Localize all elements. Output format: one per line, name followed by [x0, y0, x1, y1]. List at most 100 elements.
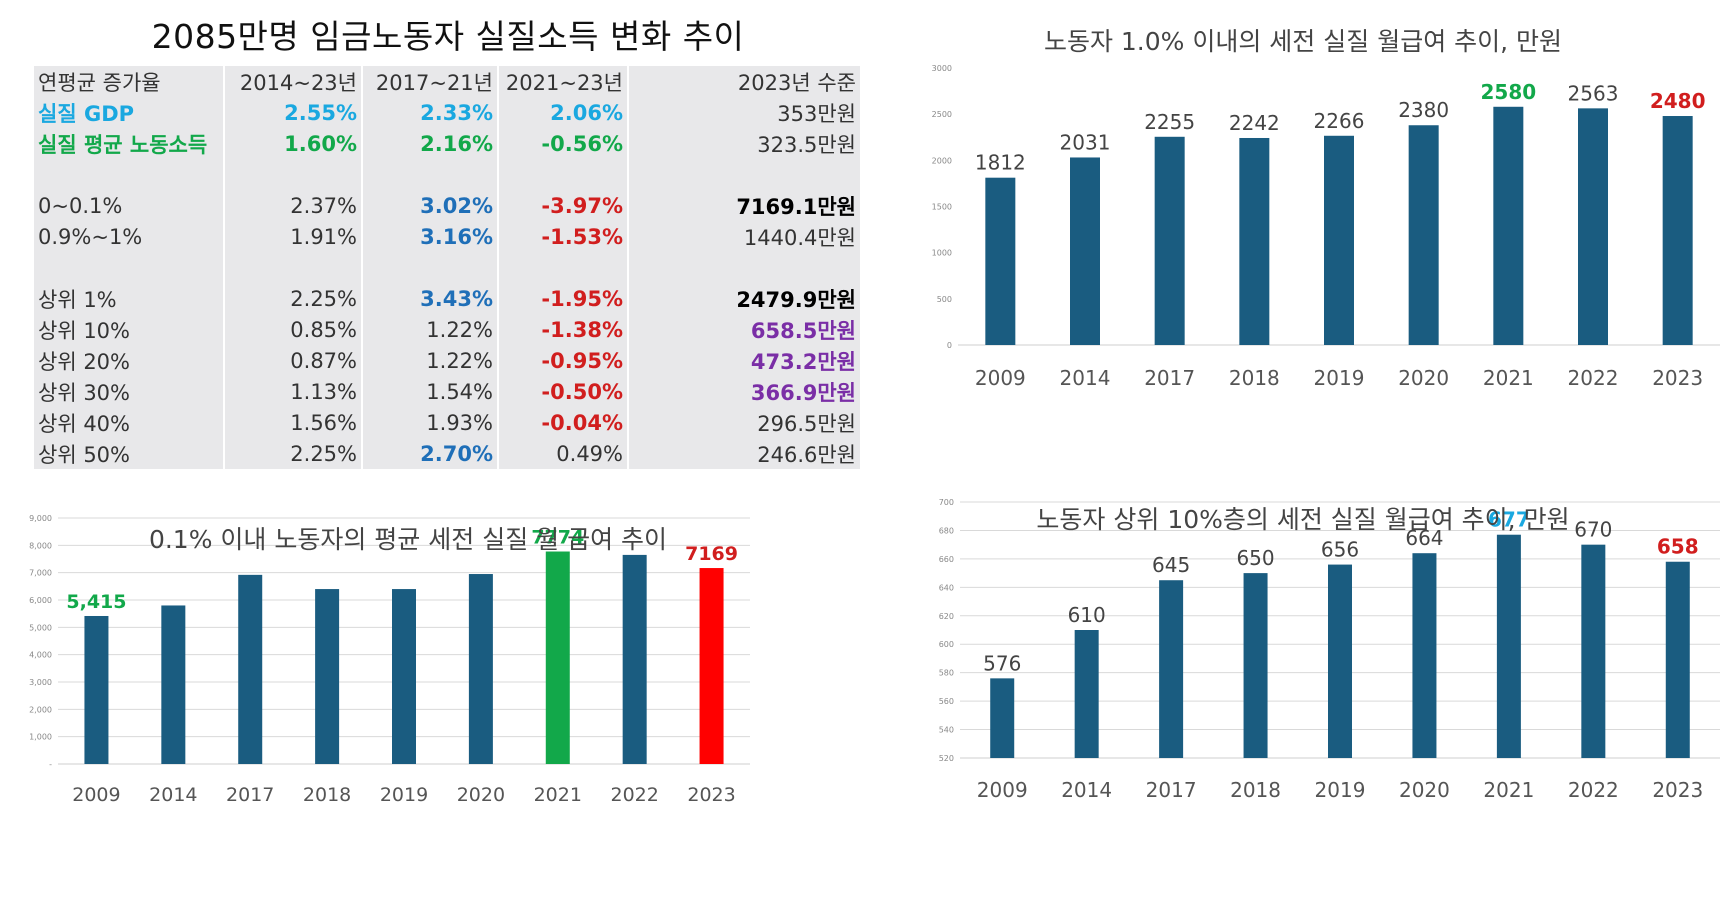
table-row: 상위 20% 0.87% 1.22% -0.95% 473.2만원: [34, 345, 860, 376]
bar-2023: [1662, 116, 1693, 345]
table-cell: 2.33%: [362, 97, 499, 128]
data-label: 2031: [1060, 130, 1111, 154]
y-tick-label: 0: [947, 341, 952, 350]
x-tick-label: 2023: [1652, 778, 1703, 802]
x-tick-label: 2009: [977, 778, 1028, 802]
bar-2014: [1074, 630, 1099, 758]
table-cell: 3.02%: [362, 190, 499, 221]
x-tick-label: 2021: [534, 784, 582, 806]
data-label: 610: [1068, 603, 1106, 627]
table-row: 실질 GDP 2.55% 2.33% 2.06% 353만원: [34, 97, 860, 128]
table-cell: 2.25%: [224, 438, 363, 469]
x-tick-label: 2014: [1061, 778, 1112, 802]
table-cell: 1.93%: [362, 407, 499, 438]
data-label: 7774: [531, 527, 584, 549]
bar-2018: [1243, 573, 1268, 758]
table-row: 0.9%~1% 1.91% 3.16% -1.53% 1440.4만원: [34, 221, 860, 252]
y-tick-label: 680: [939, 526, 954, 535]
table-cell: 473.2만원: [750, 349, 856, 374]
row-label-cell: [34, 159, 225, 190]
table-cell: 353만원: [777, 101, 856, 126]
table-row: 상위 1% 2.25% 3.43% -1.95% 2479.9만원: [34, 283, 860, 314]
table-cell: 366.9만원: [750, 380, 856, 405]
x-tick-label: 2023: [1652, 366, 1703, 390]
table-cell: -0.95%: [498, 345, 629, 376]
data-label: 677: [1488, 508, 1530, 532]
table-cell: 2.55%: [224, 97, 363, 128]
x-tick-label: 2019: [1314, 366, 1365, 390]
bar-2021: [1493, 106, 1524, 345]
table-header-cell: 2017~21년: [362, 66, 499, 97]
table-cell: 1.91%: [224, 221, 363, 252]
table-cell: 0.85%: [224, 314, 363, 345]
x-tick-label: 2014: [1060, 366, 1111, 390]
bar-2017: [1159, 580, 1184, 758]
table-cell: 1.60%: [224, 128, 363, 159]
bar-2020: [468, 574, 493, 764]
y-tick-label: 2500: [932, 110, 952, 119]
bar-2009: [990, 678, 1015, 758]
bar-2018: [1239, 137, 1270, 345]
bar-2019: [392, 589, 416, 764]
row-label-cell: 상위 40%: [34, 407, 225, 438]
bar-2022: [1578, 108, 1608, 345]
table-cell: -1.53%: [498, 221, 629, 252]
y-tick-label: -: [49, 760, 52, 769]
row-label-cell: 실질 평균 노동소득: [34, 128, 225, 159]
data-label: 576: [983, 651, 1021, 675]
x-tick-label: 2019: [1315, 778, 1366, 802]
table-cell: -1.95%: [498, 283, 629, 314]
table-spacer-row: [34, 159, 860, 190]
income-change-table: 연평균 증가율 2014~23년 2017~21년 2021~23년 2023년…: [34, 66, 860, 469]
table-cell: [224, 159, 363, 190]
table-cell: 2479.9만원: [736, 287, 856, 312]
bar-chart-top1: 0 500 1000 1500 2000 2500 3000 1812 2009 2031 2014…: [932, 64, 1720, 390]
y-tick-label: 5,000: [29, 623, 52, 632]
y-tick-label: 9,000: [29, 514, 52, 523]
table-cell: 2.70%: [362, 438, 499, 469]
bar-2023: [699, 568, 724, 764]
table-cell: 1.54%: [362, 376, 499, 407]
table-header-row: 연평균 증가율 2014~23년 2017~21년 2021~23년 2023년…: [34, 66, 860, 97]
x-tick-label: 2018: [1230, 778, 1281, 802]
data-label: 2580: [1480, 80, 1536, 104]
x-tick-label: 2022: [610, 784, 658, 806]
x-tick-label: 2020: [457, 784, 505, 806]
bar-2021: [545, 551, 570, 764]
y-tick-label: 2,000: [29, 705, 52, 714]
row-label-cell: 상위 50%: [34, 438, 225, 469]
y-tick-label: 700: [939, 498, 954, 507]
y-tick-label: 1500: [932, 203, 952, 212]
x-tick-label: 2023: [687, 784, 735, 806]
x-tick-label: 2017: [1144, 366, 1195, 390]
y-tick-label: 7,000: [29, 569, 52, 578]
bar-2014: [1070, 157, 1100, 345]
y-tick-label: 500: [937, 295, 952, 304]
chart-title: 노동자 1.0% 이내의 세전 실질 월급여 추이, 만원: [1043, 27, 1563, 56]
y-tick-label: 1000: [932, 249, 952, 258]
chart-title: 0.1% 이내 노동자의 평균 세전 실질 월 급여 추이: [148, 525, 668, 554]
table-header-cell: 연평균 증가율: [34, 66, 225, 97]
y-tick-label: 2000: [932, 156, 952, 165]
y-tick-label: 4,000: [29, 651, 52, 660]
bar-2023: [1665, 561, 1690, 758]
data-label: 1812: [975, 151, 1026, 175]
bar-2019: [1328, 564, 1352, 758]
table-header-cell: 2023년 수준: [737, 70, 856, 95]
chart-panel-top01: 0.1% 이내 노동자의 평균 세전 실질 월 급여 추이 - 1,000 2,00…: [0, 500, 860, 904]
table-row: 실질 평균 노동소득 1.60% 2.16% -0.56% 323.5만원: [34, 128, 860, 159]
x-tick-label: 2019: [380, 784, 428, 806]
row-label-cell: [34, 252, 225, 283]
row-label-cell: 실질 GDP: [34, 97, 225, 128]
bar-2018: [315, 589, 340, 764]
y-tick-label: 520: [939, 754, 954, 763]
x-tick-label: 2009: [975, 366, 1026, 390]
data-label: 664: [1405, 526, 1443, 550]
table-cell: -3.97%: [498, 190, 629, 221]
data-label: 2242: [1229, 111, 1280, 135]
table-cell: 323.5만원: [757, 132, 856, 157]
table-cell: [362, 252, 499, 283]
bar-2017: [238, 574, 263, 764]
data-label: 645: [1152, 553, 1190, 577]
chart-panel-top10: 노동자 상위 10%층의 세전 실질 월급여 추이, 만원 520 540 560 5…: [880, 480, 1726, 904]
